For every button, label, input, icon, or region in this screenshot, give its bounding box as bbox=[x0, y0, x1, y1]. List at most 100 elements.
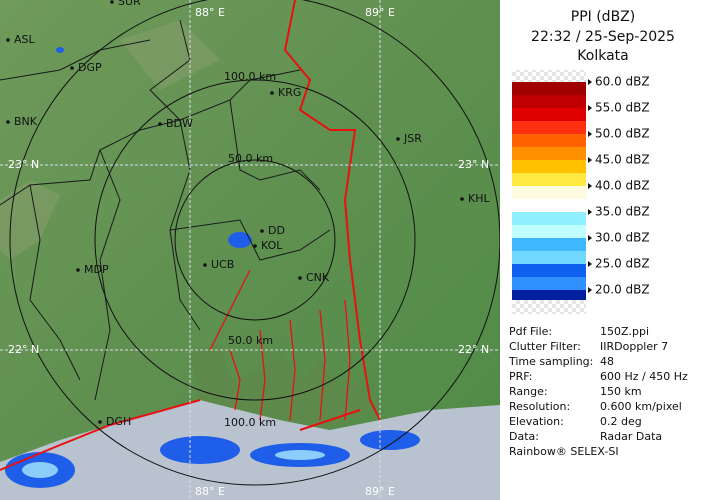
legend-color bbox=[512, 277, 586, 290]
place-dot bbox=[253, 244, 257, 248]
place-label: DGH bbox=[106, 415, 131, 428]
legend-color bbox=[512, 95, 586, 108]
place-label: ASL bbox=[14, 33, 36, 46]
legend-arrow bbox=[588, 235, 592, 241]
legend-arrow bbox=[588, 183, 592, 189]
range-label: 50.0 km bbox=[228, 152, 273, 165]
title: PPI (dBZ) bbox=[571, 9, 635, 25]
legend-color bbox=[512, 238, 586, 251]
legend-label: 25.0 dBZ bbox=[595, 257, 650, 271]
place-dot bbox=[298, 276, 302, 280]
place-label: DD bbox=[268, 224, 285, 237]
terrain bbox=[0, 20, 220, 260]
place-dot bbox=[396, 137, 400, 141]
legend-color bbox=[512, 82, 586, 95]
legend-color bbox=[512, 290, 586, 300]
info-value: Radar Data bbox=[600, 430, 662, 443]
info-label: Time sampling: bbox=[508, 355, 593, 368]
legend-arrow bbox=[588, 261, 592, 267]
grid-label: 22° N bbox=[458, 343, 489, 356]
legend-arrow bbox=[588, 287, 592, 293]
place-label: CNK bbox=[306, 271, 330, 284]
place-label: BNK bbox=[14, 115, 38, 128]
place-dot bbox=[70, 66, 74, 70]
legend-color bbox=[512, 108, 586, 121]
sea bbox=[0, 400, 500, 500]
place-label: JSR bbox=[403, 132, 422, 145]
echoes-light bbox=[22, 450, 325, 478]
legend-underflow bbox=[512, 300, 586, 314]
footer: Rainbow® SELEX-SI bbox=[509, 445, 619, 458]
place-label: MDP bbox=[84, 263, 109, 276]
place-label: DGP bbox=[78, 61, 102, 74]
info-value: 0.600 km/pixel bbox=[600, 400, 682, 413]
map: 88° E 89° E 23° N 22° N 23° N 22° N 88° … bbox=[0, 0, 500, 500]
range-label: 100.0 km bbox=[224, 416, 276, 429]
info-value: 0.2 deg bbox=[600, 415, 642, 428]
place-dot bbox=[270, 91, 274, 95]
legend-color bbox=[512, 160, 586, 173]
graticule bbox=[0, 0, 500, 500]
place-label: SUR bbox=[118, 0, 141, 8]
place-label: KRG bbox=[278, 86, 301, 99]
place-dot bbox=[260, 229, 264, 233]
legend-label: 20.0 dBZ bbox=[595, 283, 650, 297]
legend-overflow bbox=[512, 70, 586, 82]
place-label: KHL bbox=[468, 192, 490, 205]
legend-label: 30.0 dBZ bbox=[595, 231, 650, 245]
legend-color bbox=[512, 251, 586, 264]
legend-color bbox=[512, 147, 586, 160]
info-label: PRF: bbox=[509, 370, 532, 383]
legend-label: 50.0 dBZ bbox=[595, 127, 650, 141]
place-dot bbox=[76, 268, 80, 272]
place-dot bbox=[460, 197, 464, 201]
place-dot bbox=[6, 38, 10, 42]
place-label: BDW bbox=[166, 117, 193, 130]
grid-label: 23° N bbox=[458, 158, 489, 171]
timestamp: 22:32 / 25-Sep-2025 bbox=[531, 29, 675, 45]
place-dot bbox=[110, 0, 114, 4]
info-label: Elevation: bbox=[509, 415, 564, 428]
legend-color bbox=[512, 173, 586, 186]
info-label: Clutter Filter: bbox=[509, 340, 581, 353]
info-value: 600 Hz / 450 Hz bbox=[600, 370, 688, 383]
station: Kolkata bbox=[577, 48, 628, 64]
place-dot bbox=[203, 263, 207, 267]
place-label: KOL bbox=[261, 239, 283, 252]
legend-color bbox=[512, 212, 586, 225]
legend-label: 35.0 dBZ bbox=[595, 205, 650, 219]
legend-arrow bbox=[588, 157, 592, 163]
rivers bbox=[209, 269, 351, 421]
info-label: Resolution: bbox=[509, 400, 570, 413]
grid-label: 22° N bbox=[8, 343, 39, 356]
place-label: UCB bbox=[211, 258, 234, 271]
district-borders bbox=[0, 19, 331, 401]
info-value: 150Z.ppi bbox=[600, 325, 649, 338]
info-value: IIRDoppler 7 bbox=[600, 340, 668, 353]
legend-label: 60.0 dBZ bbox=[595, 75, 650, 89]
grid-label: 89° E bbox=[365, 485, 395, 498]
legend-arrow bbox=[588, 131, 592, 137]
legend-label: 40.0 dBZ bbox=[595, 179, 650, 193]
info-label: Range: bbox=[509, 385, 548, 398]
legend-color bbox=[512, 186, 586, 199]
range-label: 100.0 km bbox=[224, 70, 276, 83]
place-dot bbox=[158, 122, 162, 126]
info-value: 150 km bbox=[600, 385, 642, 398]
info-value: 48 bbox=[600, 355, 614, 368]
legend-color bbox=[512, 225, 586, 238]
grid-label: 23° N bbox=[8, 158, 39, 171]
legend-color bbox=[512, 199, 586, 212]
legend-label: 45.0 dBZ bbox=[595, 153, 650, 167]
range-rings bbox=[9, 0, 500, 486]
grid-label: 88° E bbox=[195, 485, 225, 498]
place-dot bbox=[6, 120, 10, 124]
legend-arrow bbox=[588, 79, 592, 85]
grid-label: 88° E bbox=[195, 6, 225, 19]
legend-color bbox=[512, 134, 586, 147]
legend-color bbox=[512, 264, 586, 277]
info-label: Data: bbox=[509, 430, 539, 443]
legend-label: 55.0 dBZ bbox=[595, 101, 650, 115]
info-label: Pdf File: bbox=[509, 325, 552, 338]
